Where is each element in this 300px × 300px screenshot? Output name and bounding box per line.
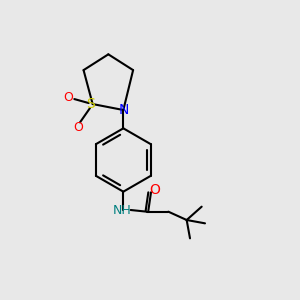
Text: O: O [149,183,160,197]
Text: N: N [118,103,128,117]
Text: S: S [87,97,95,111]
Text: O: O [74,121,83,134]
Text: O: O [63,91,73,104]
Text: NH: NH [113,203,132,217]
